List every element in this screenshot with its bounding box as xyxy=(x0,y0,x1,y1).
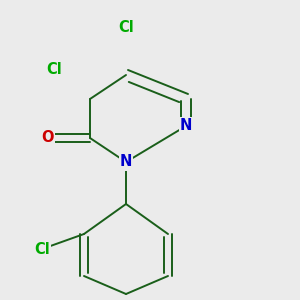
Text: Cl: Cl xyxy=(118,20,134,34)
Text: N: N xyxy=(180,118,192,134)
Text: N: N xyxy=(120,154,132,169)
Text: Cl: Cl xyxy=(46,61,62,76)
Text: O: O xyxy=(42,130,54,146)
Text: Cl: Cl xyxy=(34,242,50,256)
